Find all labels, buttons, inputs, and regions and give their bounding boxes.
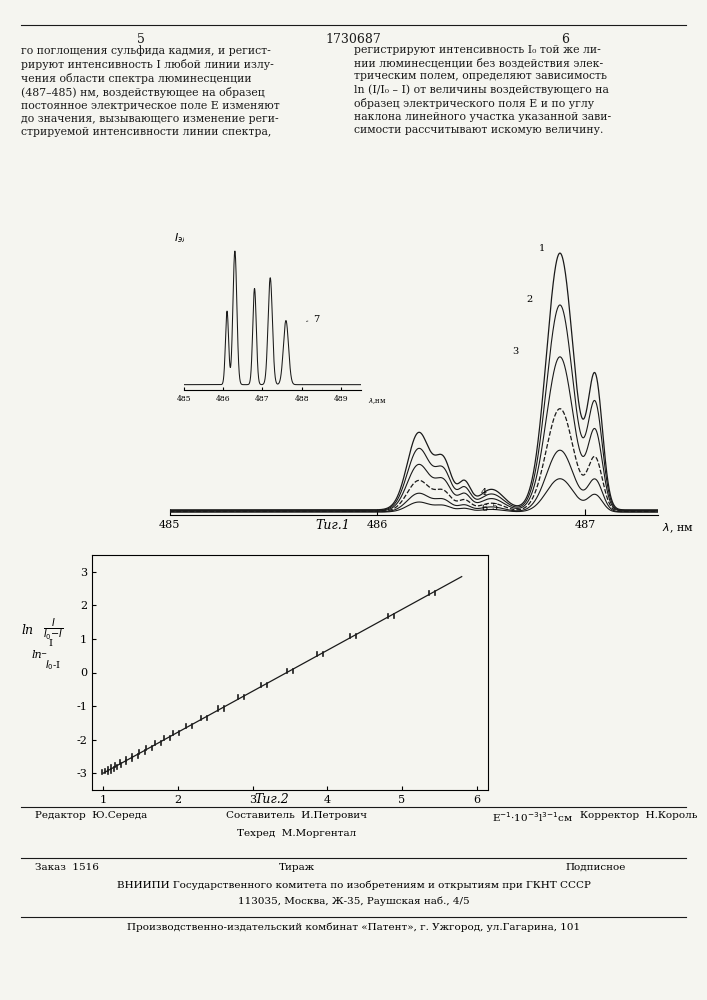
Text: ln: ln	[32, 650, 42, 660]
Text: 113035, Москва, Ж-35, Раушская наб., 4/5: 113035, Москва, Ж-35, Раушская наб., 4/5	[238, 897, 469, 906]
Text: 7: 7	[306, 315, 320, 324]
Text: Заказ  1516: Заказ 1516	[35, 863, 99, 872]
Text: 3: 3	[512, 347, 518, 356]
Text: ВНИИПИ Государственного комитета по изобретениям и открытиям при ГКНТ СССР: ВНИИПИ Государственного комитета по изоб…	[117, 880, 590, 890]
Text: $\lambda$,нм: $\lambda$,нм	[368, 396, 387, 406]
Text: E$^{-1}$$\cdot$10$^{-3}$l$^{3}$$^{-1}$см: E$^{-1}$$\cdot$10$^{-3}$l$^{3}$$^{-1}$см	[491, 810, 573, 824]
Text: 1: 1	[539, 244, 545, 253]
Text: Производственно-издательский комбинат «Патент», г. Ужгород, ул.Гагарина, 101: Производственно-издательский комбинат «П…	[127, 922, 580, 932]
Text: 6: 6	[481, 504, 487, 513]
Text: I: I	[48, 640, 52, 648]
Text: 1730687: 1730687	[326, 33, 381, 46]
Text: ln: ln	[22, 624, 33, 637]
Text: Τиг.2: Τиг.2	[255, 793, 290, 806]
Text: регистрируют интенсивность I₀ той же ли-
нии люминесценции без воздействия элек-: регистрируют интенсивность I₀ той же ли-…	[354, 45, 611, 135]
Text: Редактор  Ю.Середа: Редактор Ю.Середа	[35, 811, 148, 820]
Text: Τиг.1: Τиг.1	[315, 519, 350, 532]
Text: Подписное: Подписное	[566, 863, 626, 872]
Text: Корректор  Н.Король: Корректор Н.Король	[580, 811, 697, 820]
Text: ─: ─	[41, 650, 45, 658]
Text: 5: 5	[491, 503, 498, 512]
Text: 2: 2	[527, 295, 533, 304]
Text: го поглощения сульфида кадмия, и регист-
рируют интенсивность I любой линии излу: го поглощения сульфида кадмия, и регист-…	[21, 45, 280, 137]
Text: 4: 4	[481, 488, 487, 497]
Text: 5: 5	[137, 33, 146, 46]
Text: Техред  М.Моргентал: Техред М.Моргентал	[238, 829, 356, 838]
Text: Составитель  И.Петрович: Составитель И.Петрович	[226, 811, 368, 820]
Text: 6: 6	[561, 33, 570, 46]
Text: $\lambda$, нм: $\lambda$, нм	[662, 521, 694, 535]
Text: $I_{эл}$: $I_{эл}$	[174, 231, 188, 245]
Text: $\frac{I}{I_0{-}I}$: $\frac{I}{I_0{-}I}$	[43, 617, 63, 643]
Text: $I_0$-I: $I_0$-I	[45, 658, 61, 672]
Text: Тираж: Тираж	[279, 863, 315, 872]
